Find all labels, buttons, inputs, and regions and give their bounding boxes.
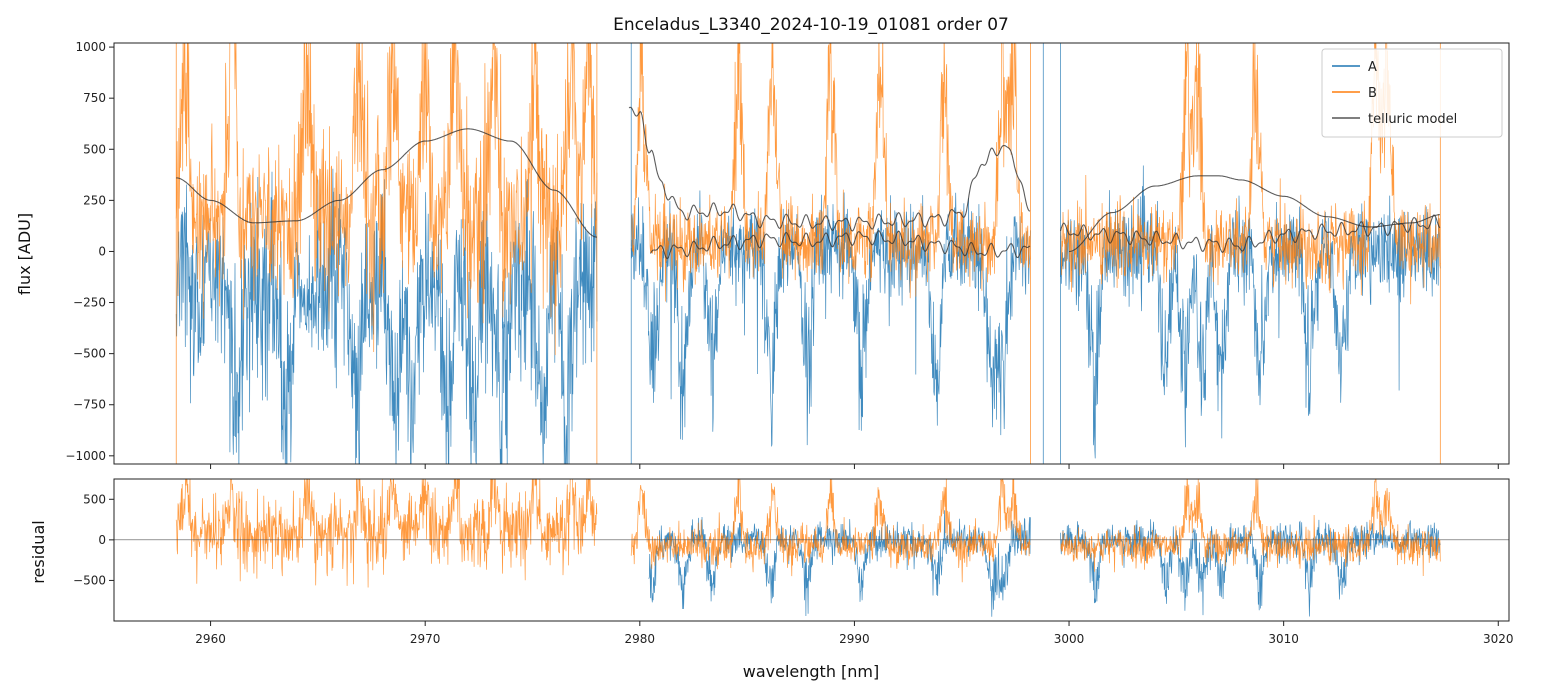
top-series-group — [175, 43, 1441, 464]
chart-title: Enceladus_L3340_2024-10-19_01081 order 0… — [613, 15, 1009, 35]
top-ytick-label: −1000 — [65, 449, 106, 463]
top-ytick-label: −500 — [73, 347, 106, 361]
bottom-xtick-label: 2990 — [839, 632, 870, 646]
legend: A B telluric model — [1321, 48, 1503, 138]
legend-label-a: A — [1368, 60, 1377, 75]
bottom-xtick-label: 3000 — [1054, 632, 1085, 646]
legend-box — [1321, 48, 1503, 138]
top-ytick-label: 250 — [83, 193, 106, 207]
telluric-model-curve-1 — [628, 106, 1031, 232]
top-ytick-label: 0 — [98, 244, 106, 258]
bottom-xtick-label: 3020 — [1483, 632, 1514, 646]
bottom-series-group — [114, 479, 1509, 617]
top-ytick-label: −250 — [73, 296, 106, 310]
telluric-model-curve-4 — [1068, 175, 1440, 253]
bottom-y-axis: −500 0 500 — [73, 492, 114, 587]
bottom-x-axis: 2960 2970 2980 2990 3000 3010 3020 — [195, 621, 1514, 646]
telluric-model-curve-3 — [1059, 214, 1441, 253]
bottom-ytick-label: 500 — [83, 492, 106, 506]
x-axis-label: wavelength [nm] — [743, 662, 880, 681]
bottom-panel: −500 0 500 2960 2970 2980 2990 3000 3010 3020 re… — [29, 478, 1514, 681]
top-ytick-label: 750 — [83, 91, 106, 105]
bottom-xtick-label: 2970 — [410, 632, 441, 646]
telluric-model-curve-0 — [176, 128, 597, 238]
top-y-axis-label: flux [ADU] — [15, 213, 34, 295]
bottom-ytick-label: 0 — [98, 533, 106, 547]
bottom-xtick-label: 3010 — [1268, 632, 1299, 646]
bottom-xtick-label: 2960 — [195, 632, 226, 646]
top-panel: −1000 −750 −500 −250 0 250 500 750 1000 flux [AD… — [15, 40, 1510, 469]
bottom-plot-frame — [113, 478, 1510, 622]
residual-b-line — [175, 479, 1441, 588]
top-plot-frame — [113, 42, 1510, 465]
bottom-xtick-label: 2980 — [625, 632, 656, 646]
top-ytick-label: 1000 — [75, 40, 106, 54]
bottom-y-axis-label: residual — [29, 520, 48, 583]
top-x-axis — [210, 464, 1499, 469]
top-y-axis: −1000 −750 −500 −250 0 250 500 750 1000 — [65, 40, 114, 463]
telluric-model-curve-2 — [650, 230, 1031, 259]
legend-label-telluric: telluric model — [1368, 112, 1457, 127]
top-ytick-label: 500 — [83, 142, 106, 156]
bottom-ytick-label: −500 — [73, 573, 106, 587]
series-a-line — [175, 165, 1441, 464]
legend-label-b: B — [1368, 86, 1377, 101]
top-ytick-label: −750 — [73, 398, 106, 412]
